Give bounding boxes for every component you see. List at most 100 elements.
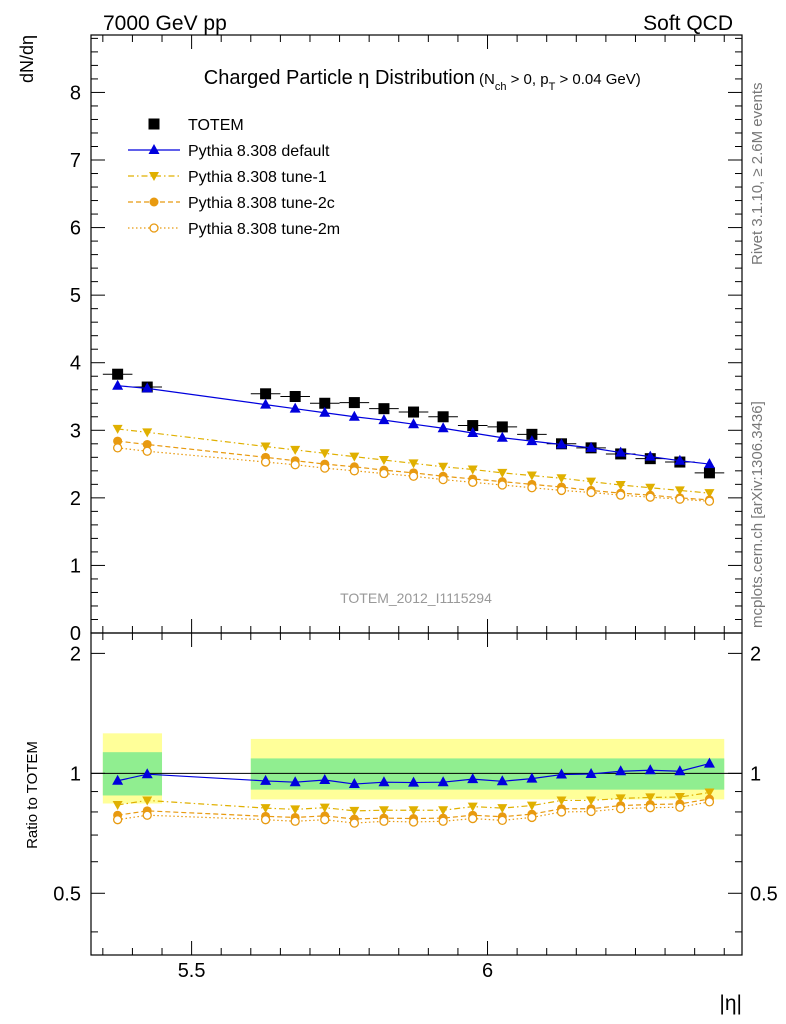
main-point-pythia-8-308-tune-2m [675,494,685,504]
ratio-point-pythia-8-308-default [615,765,627,776]
main-point-pythia-8-308-tune-2m [379,468,389,479]
main-point-pythia-8-308-tune-2m [142,446,152,456]
main-point-pythia-8-308-tune-2m [438,474,448,485]
header-right: Soft QCD [643,12,733,35]
ratio-point-pythia-8-308-tune-2m [497,815,507,826]
main-point-pythia-8-308-default [496,431,508,442]
ratio-point-pythia-8-308-default [496,775,508,786]
main-point-pythia-8-308-tune-2m [468,477,478,487]
ratio-point-pythia-8-308-default [408,776,420,787]
ratio-point-pythia-8-308-tune-1 [378,806,389,816]
mcplots-label: mcplots.cern.ch [arXiv:1306.3436] [749,401,766,628]
ratio-line-pythia-8-308-default [117,762,710,785]
legend: TOTEM Pythia 8.308 default Pythia 8.308 tu… [128,117,340,238]
legend-marker [148,118,160,130]
ratio-point-pythia-8-308-tune-2m [260,815,271,825]
ratio-point-pythia-8-308-tune-1 [260,804,271,814]
legend-marker [149,197,159,207]
main-point-pythia-8-308-tune-1 [704,489,715,499]
ratio-y-tick-label-right: 0.5 [750,883,778,905]
ratio-point-pythia-8-308-tune-2m [438,816,448,826]
main-point-pythia-8-308-tune-2m [320,463,330,473]
ratio-point-pythia-8-308-default [703,757,715,768]
main-point-pythia-8-308-tune-1 [112,424,123,434]
main-point-totem [289,391,301,403]
ratio-point-pythia-8-308-tune-2m [112,815,123,825]
main-point-pythia-8-308-tune-1 [467,465,478,475]
main-point-pythia-8-308-tune-1 [497,468,508,478]
main-point-pythia-8-308-tune-2m [408,471,419,481]
ratio-series-pythia-8-308-default [112,757,715,789]
ratio-point-pythia-8-308-default [585,768,597,779]
ratio-point-pythia-8-308-tune-2m [349,818,360,828]
ratio-point-pythia-8-308-tune-2m [379,816,389,826]
ratio-point-pythia-8-308-default [112,774,124,785]
legend-entry-totem: TOTEM [148,117,244,134]
ratio-point-pythia-8-308-tune-1 [674,793,685,803]
main-point-pythia-8-308-tune-2m [704,496,715,506]
legend-entry-pythia-8-308-tune-2c: Pythia 8.308 tune-2c [128,195,335,212]
chart-title: Charged Particle η Distribution [204,67,475,89]
main-point-pythia-8-308-default [348,410,360,421]
x-tick-label: 5.5 [178,960,206,982]
y-tick-label: 2 [70,488,81,510]
main-point-totem [112,368,124,380]
ratio-point-pythia-8-308-default [555,768,567,779]
main-point-totem [703,467,715,479]
ratio-point-pythia-8-308-tune-1 [586,796,597,806]
main-point-pythia-8-308-tune-2m [586,487,596,498]
main-point-pythia-8-308-tune-1 [438,462,449,472]
ratio-point-pythia-8-308-tune-2m [468,813,478,824]
main-point-pythia-8-308-tune-2m [645,492,655,502]
main-point-pythia-8-308-default [555,438,567,449]
main-point-pythia-8-308-tune-1 [408,459,419,469]
main-point-pythia-8-308-tune-2c [142,439,152,449]
main-point-totem [467,420,479,432]
legend-marker [148,144,160,154]
ratio-point-pythia-8-308-tune-2m [586,806,596,817]
legend-label: Pythia 8.308 tune-2c [188,195,335,212]
y-axis-label: dN/dη [17,35,37,83]
ratio-point-pythia-8-308-tune-1 [438,806,449,816]
ratio-y-tick-label-right: 2 [750,643,761,665]
y-tick-label: 5 [70,285,81,307]
main-point-pythia-8-308-tune-1 [586,477,597,487]
main-point-pythia-8-308-tune-1 [349,452,360,462]
ratio-plot-series [112,757,715,828]
main-point-pythia-8-308-tune-2c [113,436,123,446]
main-point-pythia-8-308-default [467,426,479,437]
ratio-point-pythia-8-308-default [437,776,449,787]
axis-ticks: 5.5 6 0 1 2 3 4 5 6 7 8 0.5 0.5 1 1 2 2 [53,35,778,982]
legend-entry-pythia-8-308-default: Pythia 8.308 default [128,143,330,160]
main-point-totem [408,406,420,418]
y-tick-label: 6 [70,218,81,240]
main-point-pythia-8-308-tune-2m [556,485,567,496]
legend-entry-pythia-8-308-tune-2m: Pythia 8.308 tune-2m [128,221,340,238]
header-left: 7000 GeV pp [103,12,227,35]
main-point-pythia-8-308-tune-2m [497,480,507,490]
main-point-pythia-8-308-tune-1 [142,428,153,438]
y-tick-label: 8 [70,82,81,104]
main-plot-series [102,368,725,506]
main-point-totem [526,428,538,440]
ratio-point-pythia-8-308-tune-2m [616,804,626,814]
legend-marker [149,223,159,233]
chart-title-sub: (Nch > 0, pT > 0.04 GeV) [479,71,641,93]
main-point-pythia-8-308-tune-2m [616,490,626,500]
ratio-point-pythia-8-308-tune-1 [526,801,537,811]
main-point-pythia-8-308-default [644,450,656,461]
x-axis-label: |η| [719,992,742,1015]
ratio-point-pythia-8-308-tune-2m [675,802,685,812]
ratio-point-pythia-8-308-tune-1 [497,804,508,814]
main-point-totem [496,421,508,433]
ratio-point-pythia-8-308-default [644,764,656,775]
ratio-point-pythia-8-308-tune-1 [645,793,656,803]
ratio-point-pythia-8-308-tune-2m [320,815,330,825]
y-tick-label: 0 [70,623,81,645]
main-point-pythia-8-308-default [141,382,153,393]
main-point-totem [378,403,390,415]
ratio-y-tick-label-right: 1 [750,763,761,785]
main-point-pythia-8-308-default [378,414,390,425]
ratio-point-pythia-8-308-default [141,768,153,779]
